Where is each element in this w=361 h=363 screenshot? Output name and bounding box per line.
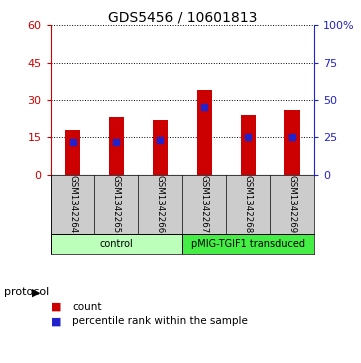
Text: percentile rank within the sample: percentile rank within the sample bbox=[72, 316, 248, 326]
Text: GSM1342266: GSM1342266 bbox=[156, 175, 165, 233]
Bar bbox=[65, 130, 80, 175]
Text: ▶: ▶ bbox=[32, 288, 40, 298]
Text: GSM1342267: GSM1342267 bbox=[200, 175, 209, 233]
Bar bbox=[109, 117, 124, 175]
Text: GSM1342268: GSM1342268 bbox=[244, 175, 253, 233]
Text: control: control bbox=[100, 239, 133, 249]
Text: GSM1342269: GSM1342269 bbox=[288, 175, 297, 233]
Text: protocol: protocol bbox=[4, 287, 49, 297]
Bar bbox=[182, 234, 314, 254]
Text: GSM1342264: GSM1342264 bbox=[68, 175, 77, 233]
Text: ■: ■ bbox=[51, 316, 61, 326]
Bar bbox=[51, 234, 182, 254]
Text: count: count bbox=[72, 302, 102, 312]
Bar bbox=[284, 110, 300, 175]
Bar bbox=[197, 90, 212, 175]
Text: GSM1342265: GSM1342265 bbox=[112, 175, 121, 233]
Text: pMIG-TGIF1 transduced: pMIG-TGIF1 transduced bbox=[191, 239, 305, 249]
Title: GDS5456 / 10601813: GDS5456 / 10601813 bbox=[108, 10, 257, 24]
Bar bbox=[240, 115, 256, 175]
Bar bbox=[153, 120, 168, 175]
Text: ■: ■ bbox=[51, 302, 61, 312]
